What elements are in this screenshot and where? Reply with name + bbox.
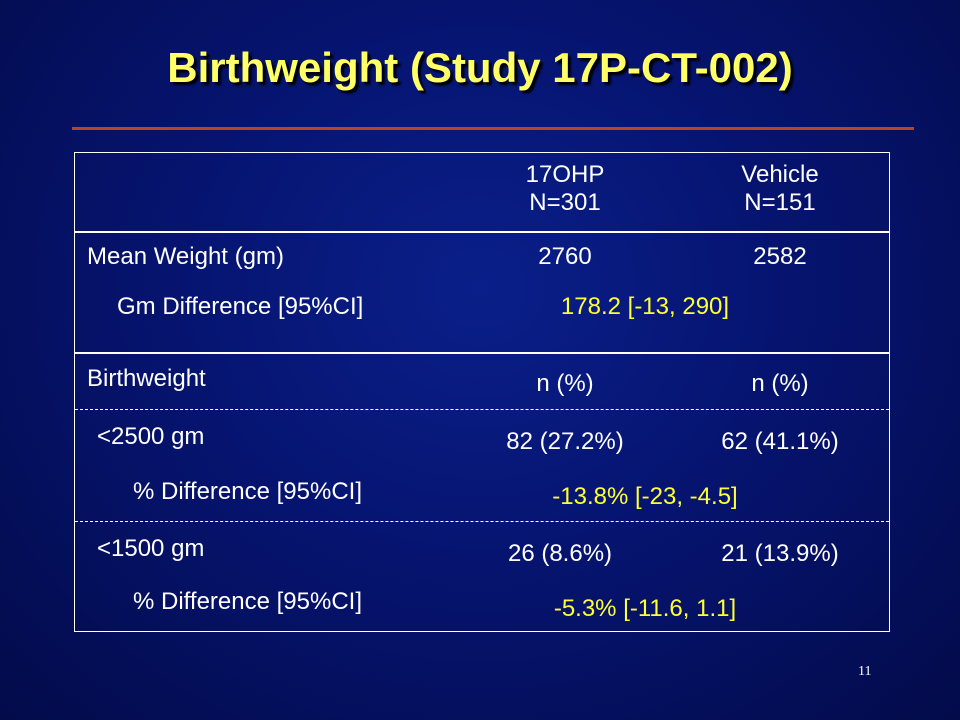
header-vehicle: Vehicle N=151: [675, 161, 885, 217]
birthweight-vehicle-header: n (%): [751, 370, 809, 397]
under-2500-diff-value: -13.8% [-23, -4.5]: [552, 483, 738, 510]
mean-weight-vehicle: 2582: [753, 243, 807, 270]
under-2500-diff-label: % Difference [95%CI]: [133, 478, 362, 505]
page-number: 11: [858, 664, 872, 679]
header-vehicle-n: N=151: [744, 189, 816, 216]
under-2500-separator: [75, 521, 889, 522]
mean-weight-label: Mean Weight (gm): [87, 243, 284, 270]
header-separator: [75, 231, 889, 233]
under-1500-diff-value: -5.3% [-11.6, 1.1]: [553, 595, 737, 622]
under-1500-label: <1500 gm: [97, 535, 205, 562]
gm-difference-value: 178.2 [-13, 290]: [560, 293, 730, 320]
under-2500-vehicle: 62 (41.1%): [721, 428, 839, 455]
birthweight-table: 17OHP N=301 Vehicle N=151 Mean Weight (g…: [74, 152, 890, 632]
under-2500-17ohp: 82 (27.2%): [506, 428, 624, 455]
mean-section-separator: [75, 352, 889, 354]
under-1500-diff-label: % Difference [95%CI]: [133, 588, 362, 615]
birthweight-separator: [75, 409, 889, 410]
under-2500-label: <2500 gm: [97, 423, 205, 450]
header-17ohp-n: N=301: [529, 189, 601, 216]
header-17ohp-name: 17OHP: [525, 161, 605, 188]
birthweight-17ohp-header: n (%): [536, 370, 594, 397]
title-divider: [72, 127, 914, 130]
header-vehicle-name: Vehicle: [741, 161, 819, 188]
mean-weight-17ohp: 2760: [538, 243, 592, 270]
under-1500-17ohp: 26 (8.6%): [507, 540, 613, 567]
slide-title: Birthweight (Study 17P-CT-002): [167, 44, 793, 91]
header-17ohp: 17OHP N=301: [460, 161, 670, 217]
birthweight-label: Birthweight: [87, 365, 206, 392]
under-1500-vehicle: 21 (13.9%): [721, 540, 839, 567]
gm-difference-label: Gm Difference [95%CI]: [117, 293, 364, 320]
